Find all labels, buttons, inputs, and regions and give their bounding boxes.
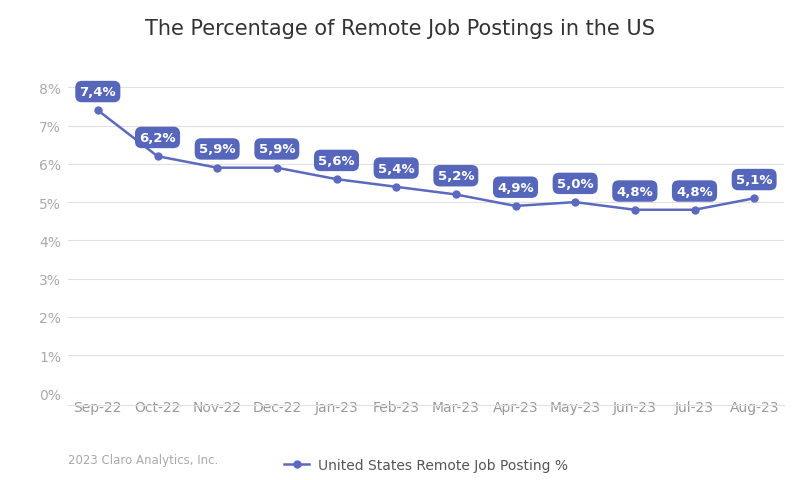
- Text: 5,0%: 5,0%: [557, 178, 594, 191]
- Text: 5,4%: 5,4%: [378, 162, 414, 175]
- Text: 2023 Claro Analytics, Inc.: 2023 Claro Analytics, Inc.: [68, 453, 218, 466]
- Legend: United States Remote Job Posting %: United States Remote Job Posting %: [278, 453, 574, 478]
- Text: The Percentage of Remote Job Postings in the US: The Percentage of Remote Job Postings in…: [145, 19, 655, 39]
- Text: 5,9%: 5,9%: [199, 143, 235, 156]
- Text: 4,9%: 4,9%: [497, 181, 534, 194]
- Text: 6,2%: 6,2%: [139, 132, 176, 144]
- Text: 4,8%: 4,8%: [617, 185, 654, 198]
- Text: 4,8%: 4,8%: [676, 185, 713, 198]
- Text: 5,6%: 5,6%: [318, 155, 355, 168]
- Text: 5,1%: 5,1%: [736, 174, 773, 187]
- Text: 5,9%: 5,9%: [258, 143, 295, 156]
- Text: 5,2%: 5,2%: [438, 170, 474, 183]
- Text: 7,4%: 7,4%: [79, 86, 116, 99]
